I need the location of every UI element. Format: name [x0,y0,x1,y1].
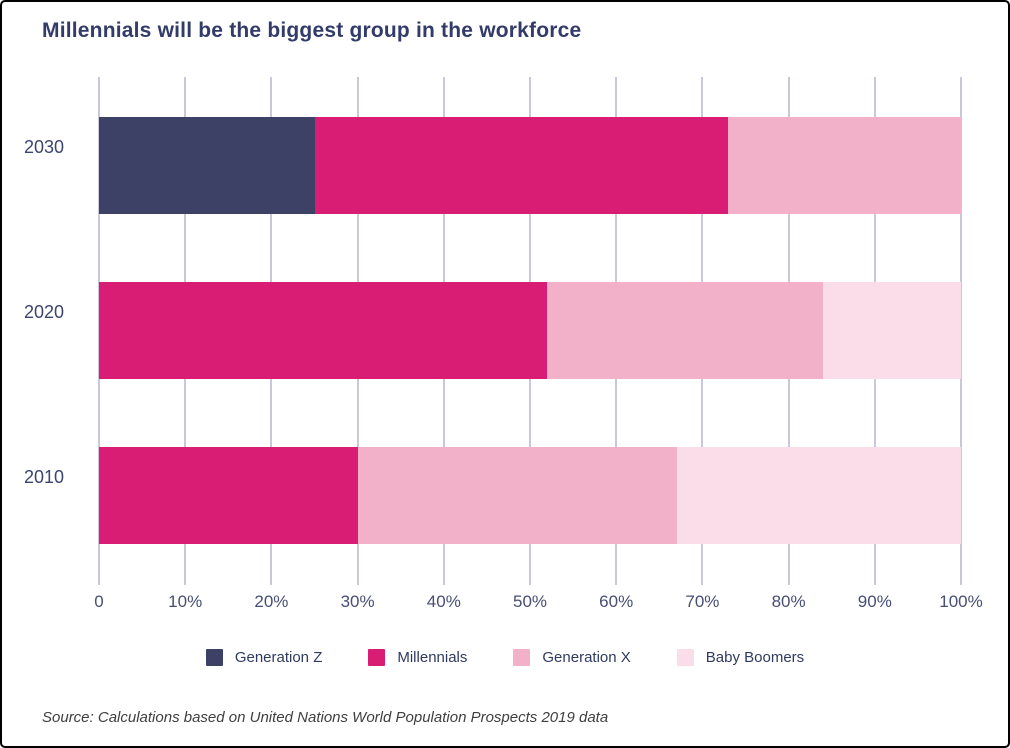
bar-segment-millennials-2030 [314,117,729,214]
legend-item-baby-boomers: Baby Boomers [676,649,805,666]
legend-swatch-millennials [368,649,386,666]
y-tick-label-2030: 2030 [23,137,64,157]
bar-row-2020 [99,282,961,379]
bar-segment-generation-x-2020 [547,282,824,379]
x-tick-label-90%: 90% [857,592,892,611]
legend-label-generation-z: Generation Z [234,649,323,666]
bar-segment-baby-boomers-2010 [676,447,961,544]
legend-label-baby-boomers: Baby Boomers [705,649,805,666]
legend-item-generation-x: Generation X [513,649,631,666]
bar-row-2010 [99,447,961,544]
y-tick-label-2010: 2010 [23,467,64,487]
legend: Generation Z Millennials Generation X Baby … [2,649,1008,666]
legend-swatch-generation-z [205,649,223,666]
legend-item-generation-z: Generation Z [205,649,323,666]
x-tick-label-30%: 30% [340,592,375,611]
x-tick-label-0: 0 [94,592,104,611]
bar-segment-generation-x-2030 [728,117,961,214]
bar-segment-millennials-2020 [99,282,548,379]
legend-swatch-baby-boomers [676,649,694,666]
gridline-100% [960,77,962,585]
x-tick-label-70%: 70% [685,592,720,611]
bar-segment-millennials-2010 [99,447,358,544]
y-axis: 2030 2020 2010 [2,77,64,585]
x-tick-label-40%: 40% [426,592,461,611]
x-axis: 0 10% 20% 30% 40% 50% 60% 70% 80% 90% 100% [94,590,982,616]
legend-swatch-generation-x [513,649,531,666]
x-tick-label-10%: 10% [168,592,203,611]
x-tick-label-80%: 80% [771,592,806,611]
source-note: Source: Calculations based on United Nat… [42,709,609,726]
x-tick-label-100%: 100% [939,592,983,611]
plot-area [98,77,962,585]
bar-segment-generation-z-2030 [99,117,315,214]
bar-segment-generation-x-2010 [357,447,677,544]
x-tick-label-20%: 20% [254,592,289,611]
chart-title: Millennials will be the biggest group in… [42,19,582,42]
x-tick-label-50%: 50% [512,592,548,611]
y-tick-label-2020: 2020 [23,302,64,322]
legend-item-millennials: Millennials [368,649,467,666]
legend-label-millennials: Millennials [397,649,468,666]
legend-label-generation-x: Generation X [542,649,631,666]
bar-row-2030 [99,117,961,214]
x-tick-label-60%: 60% [599,592,634,611]
bar-segment-baby-boomers-2020 [823,282,961,379]
